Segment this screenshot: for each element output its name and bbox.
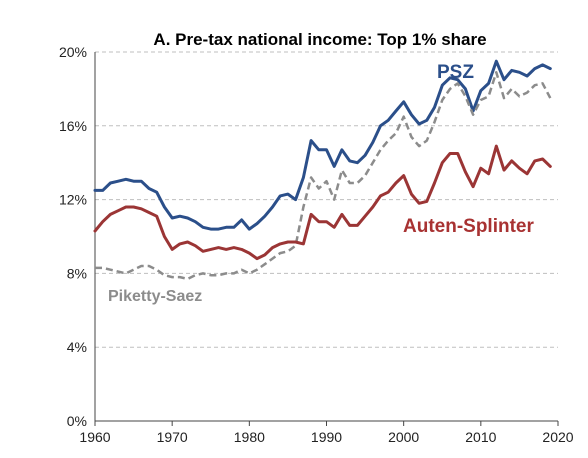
y-tick-label: 8%	[67, 265, 87, 281]
x-tick-label: 1970	[157, 429, 188, 445]
y-tick-label: 4%	[67, 339, 87, 355]
x-tick-label: 2010	[465, 429, 496, 445]
series-lines	[93, 59, 552, 281]
y-tick-label: 16%	[59, 118, 87, 134]
series-line-auten-splinter	[93, 144, 552, 261]
x-tick-label: 1960	[79, 429, 110, 445]
axes	[94, 52, 559, 426]
series-line-piketty-saez	[95, 71, 552, 281]
chart-title: A. Pre-tax national income: Top 1% share	[153, 30, 486, 49]
x-tick-label: 2020	[542, 429, 573, 445]
gridlines	[95, 51, 558, 348]
series-label-piketty-saez: Piketty-Saez	[108, 288, 202, 305]
y-tick-label: 20%	[59, 44, 87, 60]
x-axis-tick-labels: 1960 1970 1980 1990 2000 2010 2020	[79, 429, 573, 445]
y-tick-label: 12%	[59, 192, 87, 208]
series-label-psz: PSZ	[437, 62, 474, 83]
series-line-psz	[93, 59, 552, 231]
series-label-auten-splinter: Auten-Splinter	[403, 216, 534, 237]
x-tick-label: 1990	[311, 429, 342, 445]
y-axis-tick-labels: 0% 4% 8% 12% 16% 20%	[59, 44, 87, 429]
y-tick-label: 0%	[67, 413, 87, 429]
x-tick-label: 2000	[388, 429, 419, 445]
x-tick-label: 1980	[234, 429, 265, 445]
